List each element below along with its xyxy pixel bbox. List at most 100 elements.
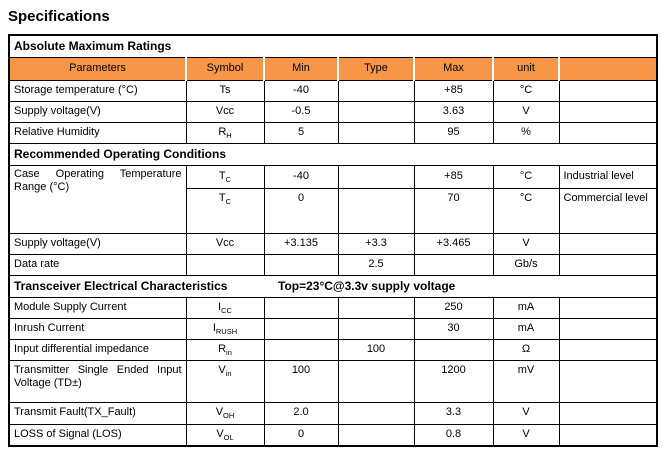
cell-min: 0: [263, 423, 339, 447]
cell-parameter: Module Supply Current: [8, 296, 187, 319]
page-title: Specifications: [8, 8, 110, 25]
cell-symbol: [185, 253, 265, 276]
cell-unit: %: [492, 121, 560, 144]
cell-unit: Ω: [492, 338, 560, 361]
section-title-absolute-maximum-ratings: Absolute Maximum Ratings: [8, 34, 658, 58]
column-header-max: Max: [413, 56, 494, 81]
cell-max: [413, 338, 494, 361]
symbol-text: VOL: [216, 427, 234, 443]
cell-min: [263, 317, 339, 340]
cell-max: 95: [413, 121, 494, 144]
cell-parameter: LOSS of Signal (LOS): [8, 423, 187, 447]
symbol-text: Vcc: [215, 104, 235, 117]
cell-unit: mA: [492, 296, 560, 319]
cell-symbol: ICC: [185, 296, 265, 319]
cell-max: 250: [413, 296, 494, 319]
cell-min: 0: [263, 187, 339, 234]
cell-max: 30: [413, 317, 494, 340]
column-header-min: Min: [263, 56, 339, 81]
cell-note: [558, 423, 658, 447]
cell-parameter: Supply voltage(V): [8, 100, 187, 123]
cell-min: -0.5: [263, 100, 339, 123]
cell-parameter: Input differential impedance: [8, 338, 187, 361]
symbol-text: IRUSH: [212, 321, 238, 336]
section-title-transceiver-electrical-characteristics: Transceiver Electrical Characteristics T…: [8, 274, 658, 298]
cell-type: 100: [337, 338, 415, 361]
table-row-relative-humidity: Relative Humidity RH 5 95 %: [8, 121, 658, 144]
cell-max: +85: [413, 164, 494, 189]
cell-note: Commercial level: [558, 187, 658, 234]
cell-unit: V: [492, 232, 560, 255]
cell-note: [558, 338, 658, 361]
symbol-text: RH: [218, 125, 232, 140]
table-row-storage-temperature: Storage temperature (°C) Ts -40 +85 °C: [8, 79, 658, 102]
column-header-parameters: Parameters: [8, 56, 187, 81]
symbol-text: Rin: [218, 342, 232, 357]
cell-unit: °C: [492, 164, 560, 189]
symbol-text: VOH: [215, 406, 235, 421]
cell-type: [337, 317, 415, 340]
cell-note: [558, 79, 658, 102]
cell-parameter: Transmitter Single Ended Input Voltage (…: [8, 359, 187, 403]
cell-note: [558, 401, 658, 425]
cell-unit: V: [492, 423, 560, 447]
cell-unit: mA: [492, 317, 560, 340]
column-header-type: Type: [337, 56, 415, 81]
column-header-note: [557, 56, 658, 81]
section-title-recommended-operating-conditions: Recommended Operating Conditions: [8, 142, 658, 166]
cell-min: -40: [263, 79, 339, 102]
cell-note: Industrial level: [558, 164, 658, 189]
cell-symbol: IRUSH: [185, 317, 265, 340]
cell-type: [337, 296, 415, 319]
cell-unit: °C: [492, 187, 560, 234]
column-header-symbol: Symbol: [185, 56, 265, 81]
symbol-text: Vin: [218, 363, 232, 378]
cell-parameter: Supply voltage(V): [8, 232, 187, 255]
table-row-transmit-fault: Transmit Fault(TX_Fault) VOH 2.0 3.3 V: [8, 401, 658, 425]
cell-type: [337, 187, 415, 234]
cell-unit: °C: [492, 79, 560, 102]
cell-symbol: VOH: [185, 401, 265, 425]
symbol-text: Vcc: [215, 236, 235, 249]
cell-max: [413, 253, 494, 276]
symbol-text: Ts: [219, 83, 231, 96]
cell-unit: mV: [492, 359, 560, 403]
cell-note: [558, 253, 658, 276]
cell-note: [558, 359, 658, 403]
cell-symbol: Rin: [185, 338, 265, 361]
cell-min: 2.0: [263, 401, 339, 425]
cell-note: [558, 296, 658, 319]
specifications-table: Absolute Maximum Ratings Parameters Symb…: [8, 34, 659, 447]
cell-symbol: Ts: [185, 79, 265, 102]
table-row-inrush-current: Inrush Current IRUSH 30 mA: [8, 317, 658, 340]
section-condition-text: Top=23°C@3.3v supply voltage: [278, 278, 456, 293]
section-row-transceiver-electrical-characteristics: Transceiver Electrical Characteristics T…: [8, 274, 658, 298]
cell-unit: V: [492, 401, 560, 425]
cell-note: [558, 232, 658, 255]
cell-unit: V: [492, 100, 560, 123]
section-row-recommended-operating-conditions: Recommended Operating Conditions: [8, 142, 658, 166]
column-header-row: Parameters Symbol Min Type Max unit: [8, 56, 658, 81]
cell-parameter: Data rate: [8, 253, 187, 276]
cell-symbol: TC: [185, 187, 265, 234]
symbol-text: TC: [218, 169, 232, 184]
table-row-transmitter-input-voltage: Transmitter Single Ended Input Voltage (…: [8, 359, 658, 403]
cell-type: [337, 121, 415, 144]
cell-type: +3.3: [337, 232, 415, 255]
table-row-supply-voltage-operating: Supply voltage(V) Vcc +3.135 +3.3 +3.465…: [8, 232, 658, 255]
column-header-unit: unit: [492, 56, 560, 81]
cell-symbol: RH: [185, 121, 265, 144]
cell-note: [558, 100, 658, 123]
cell-type: [337, 423, 415, 447]
cell-min: -40: [263, 164, 339, 189]
cell-max: 3.63: [413, 100, 494, 123]
table-row-case-temperature-industrial: Case Operating Temperature Range (°C) TC…: [8, 164, 658, 234]
cell-min: 5: [263, 121, 339, 144]
cell-unit: Gb/s: [492, 253, 560, 276]
table-row-input-differential-impedance: Input differential impedance Rin 100 Ω: [8, 338, 658, 361]
table-row-data-rate: Data rate 2.5 Gb/s: [8, 253, 658, 276]
table-row-module-supply-current: Module Supply Current ICC 250 mA: [8, 296, 658, 319]
cell-type: [337, 164, 415, 189]
cell-parameter: Case Operating Temperature Range (°C): [8, 164, 187, 234]
